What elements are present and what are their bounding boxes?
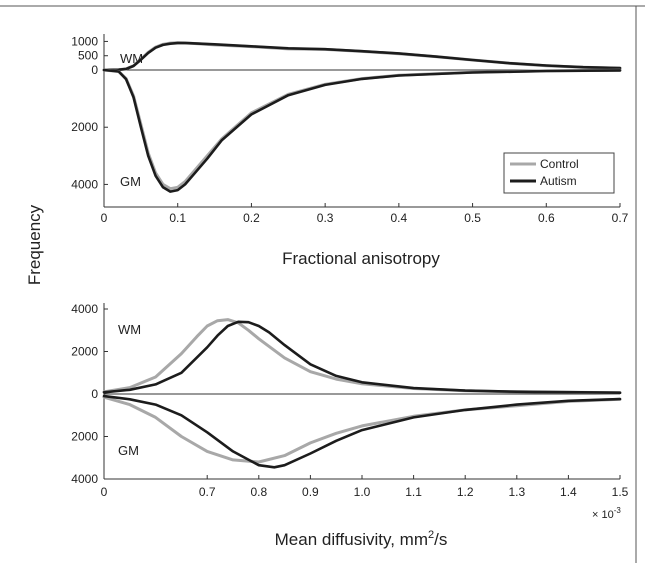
legend-label-control: Control [540, 157, 579, 171]
md-x-tick-label: 1.3 [508, 485, 525, 499]
fa-wm-annotation: WM [120, 51, 143, 66]
md-x-tick-label: 0 [101, 485, 108, 499]
md-x-tick-label: 0.8 [250, 485, 267, 499]
md-y-tick-label: 0 [91, 387, 98, 401]
md-wm-annotation: WM [118, 322, 141, 337]
fa-x-tick-label: 0.3 [317, 211, 334, 225]
fa-x-tick-label: 0 [101, 211, 108, 225]
md-x-tick-label: 1.4 [560, 485, 577, 499]
md-series-wm-autism [102, 320, 622, 395]
fa-x-tick-label: 0.7 [612, 211, 629, 225]
legend-label-autism: Autism [540, 174, 577, 188]
md-y-tick-label: 2000 [71, 345, 98, 359]
md-y-tick-label: 2000 [71, 430, 98, 444]
fa-x-tick-label: 0.5 [464, 211, 481, 225]
fa-series [102, 41, 622, 193]
md-gm-annotation: GM [118, 443, 139, 458]
md-y-tick-label: 4000 [71, 472, 98, 486]
legend: Control Autism [503, 152, 615, 194]
md-x-tick-label: 0.7 [199, 485, 216, 499]
md-series-gm-autism [102, 394, 622, 469]
fa-gm-annotation: GM [120, 174, 141, 189]
fa-x-tick-label: 0.4 [391, 211, 408, 225]
fa-series-wm-autism [102, 41, 622, 72]
md-y-ticks: 4000 2000 0 2000 4000 [71, 302, 108, 486]
md-y-tick-label: 4000 [71, 302, 98, 316]
fa-y-tick-label: 1000 [71, 34, 98, 48]
md-x-axis-label: Mean diffusivity, mm2/s [275, 529, 448, 549]
md-series [102, 318, 622, 469]
fa-y-tick-label: 2000 [71, 120, 98, 134]
md-x-tick-label: 1.1 [405, 485, 422, 499]
md-x-tick-label: 1.5 [612, 485, 629, 499]
fa-x-tick-label: 0.6 [538, 211, 555, 225]
fa-histogram-panel: 0 0.1 0.2 0.3 0.4 0.5 0.6 0.7 1000500020004000 … [71, 34, 629, 268]
fa-y-tick-label: 500 [78, 49, 98, 63]
md-x-tick-label: 1.0 [354, 485, 371, 499]
fa-x-tick-label: 0.1 [169, 211, 186, 225]
legend-box [503, 152, 615, 194]
md-x-multiplier: × 10-3 [592, 506, 621, 521]
md-x-tick-label: 1.2 [457, 485, 474, 499]
fa-x-ticks: 0 0.1 0.2 0.3 0.4 0.5 0.6 0.7 [101, 203, 629, 225]
y-axis-label: Frequency [25, 204, 44, 285]
fa-x-axis-label: Fractional anisotropy [282, 249, 440, 268]
fa-y-tick-label: 4000 [71, 177, 98, 191]
fa-y-tick-label: 0 [91, 63, 98, 77]
md-x-ticks: 0 0.7 0.8 0.9 1.0 1.1 1.2 1.3 1.4 1.5 [101, 475, 629, 499]
fa-x-tick-label: 0.2 [243, 211, 260, 225]
md-x-tick-label: 0.9 [302, 485, 319, 499]
md-histogram-panel: 0 0.7 0.8 0.9 1.0 1.1 1.2 1.3 1.4 1.5 4000 2000 0 20… [71, 302, 628, 549]
fa-series-gm-autism [102, 68, 622, 193]
